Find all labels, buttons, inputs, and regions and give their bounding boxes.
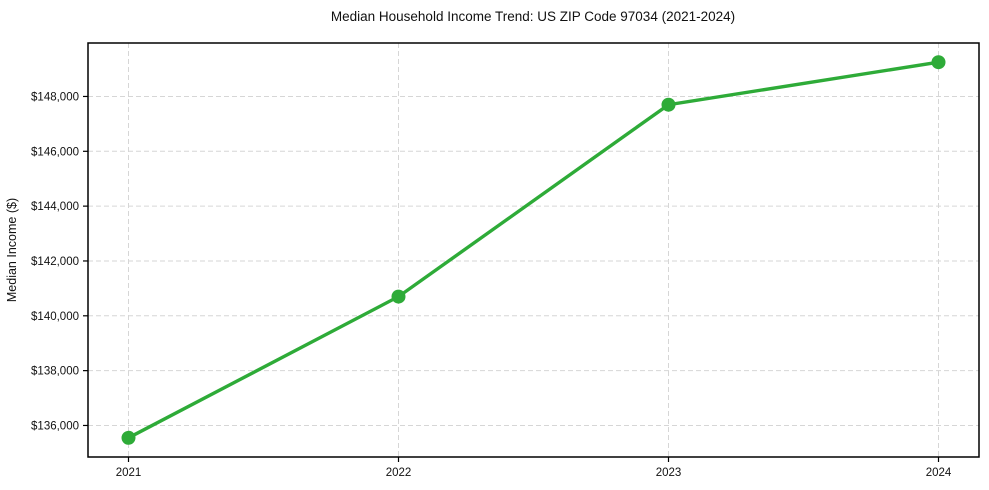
chart-title: Median Household Income Trend: US ZIP Co… (331, 9, 735, 24)
y-tick-label: $136,000 (31, 420, 79, 432)
x-tick-label: 2023 (656, 467, 682, 479)
x-tick-label: 2024 (926, 467, 952, 479)
y-tick-label: $138,000 (31, 366, 79, 378)
plot-border (87, 42, 980, 458)
data-point-2023 (661, 97, 676, 112)
x-tick-label: 2022 (386, 467, 412, 479)
trend-line (126, 60, 941, 440)
y-axis-label: Median Income ($) (5, 198, 19, 302)
y-tick-label: $148,000 (31, 91, 79, 103)
y-tick-label: $142,000 (31, 256, 79, 268)
data-point-2021 (121, 430, 136, 445)
data-point-2024 (931, 55, 946, 70)
x-tick-label: 2021 (116, 467, 142, 479)
data-point-2022 (391, 289, 406, 304)
y-tick-label: $144,000 (31, 201, 79, 213)
y-tick-label: $146,000 (31, 146, 79, 158)
plot-area: $136,000 $138,000 $140,000 $142,000 $144,000… (31, 42, 980, 479)
y-tick-label: $140,000 (31, 311, 79, 323)
